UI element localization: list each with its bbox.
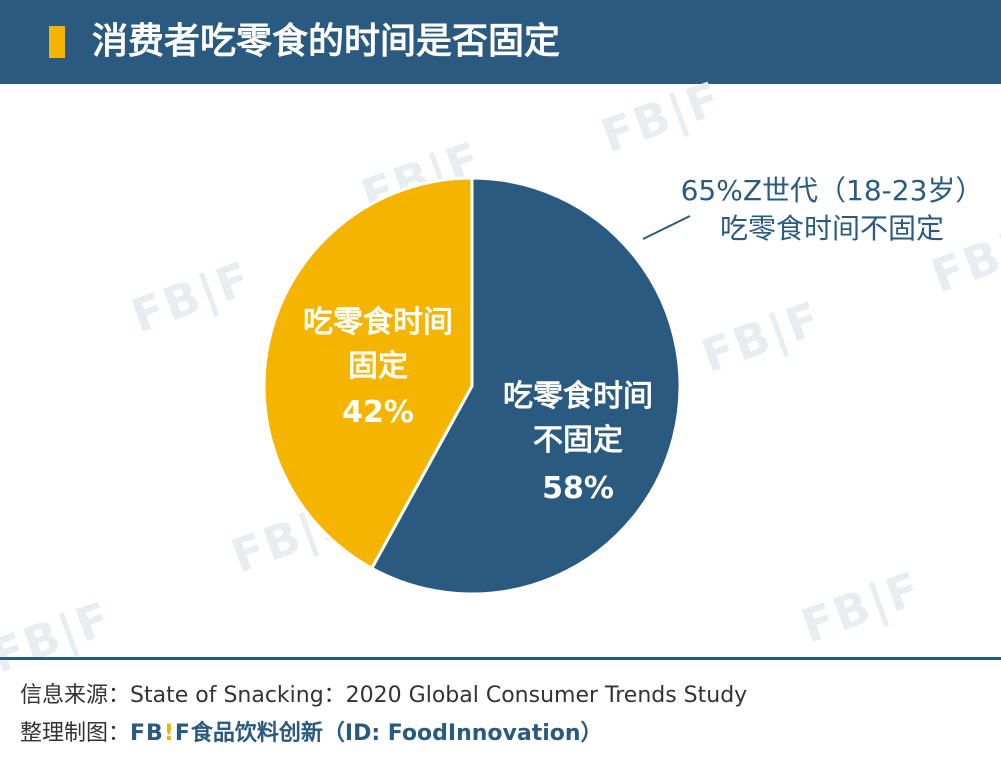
annotation-leader-line bbox=[642, 215, 691, 240]
page-title: 消费者吃零食的时间是否固定 bbox=[92, 21, 561, 62]
slice-value-irregular: 58% bbox=[542, 471, 614, 506]
source-text: State of Snacking：2020 Global Consumer T… bbox=[130, 683, 748, 708]
annotation-line1: 65%Z世代（18-23岁） bbox=[681, 174, 984, 207]
slice-value-fixed: 42% bbox=[342, 395, 414, 430]
pie-slice-fixed bbox=[262, 176, 474, 571]
pie-slice-irregular bbox=[369, 176, 682, 596]
credit-line: 整理制图：FB!F食品饮料创新（ID: FoodInnovation） bbox=[20, 715, 603, 747]
slice-label-fixed-line1: 吃零食时间 bbox=[303, 305, 453, 340]
credit-prefix: 整理制图： bbox=[20, 721, 131, 746]
source-prefix: 信息来源： bbox=[20, 683, 131, 708]
header-bar: 消费者吃零食的时间是否固定 bbox=[0, 0, 1001, 84]
slice-label-fixed-line2: 固定 bbox=[348, 349, 408, 384]
title-accent-marker bbox=[49, 26, 65, 58]
pie-chart: 吃零食时间 不固定 58% 吃零食时间 固定 42% 65%Z世代（18-23岁… bbox=[262, 174, 984, 596]
footer-divider bbox=[0, 657, 1001, 660]
brand-name: 食品饮料创新（ID: FoodInnovation） bbox=[190, 721, 603, 746]
brand-logo: FB!F bbox=[130, 721, 191, 746]
slice-label-irregular-line2: 不固定 bbox=[533, 423, 623, 458]
annotation-line2: 吃零食时间不固定 bbox=[720, 212, 944, 245]
slice-label-irregular-line1: 吃零食时间 bbox=[503, 379, 653, 414]
source-line: 信息来源：State of Snacking：2020 Global Consu… bbox=[20, 677, 747, 709]
